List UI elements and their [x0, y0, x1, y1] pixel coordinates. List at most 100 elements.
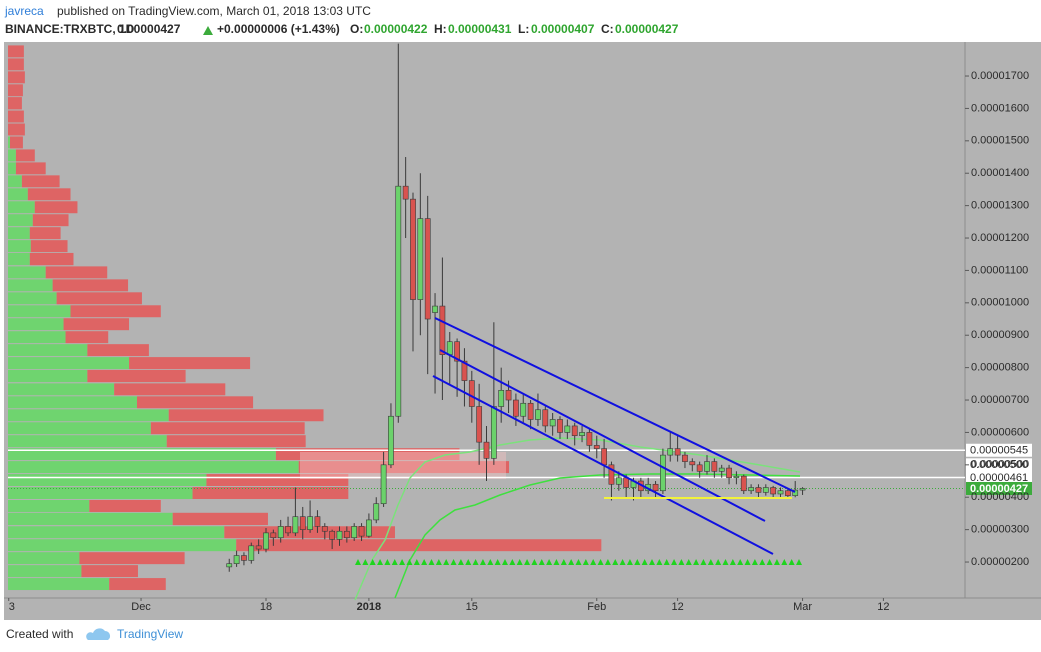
y-tick-label: 0.00000700	[971, 394, 1029, 406]
volume-down	[8, 97, 22, 110]
volume-up	[8, 448, 276, 461]
candle-body	[476, 406, 483, 443]
volume-down	[29, 252, 74, 266]
volume-down	[45, 266, 108, 279]
y-tick-label: 0.00000500	[971, 459, 1029, 471]
candle-body	[571, 425, 578, 436]
volume-up	[8, 162, 16, 175]
signal-marker	[538, 559, 545, 565]
volume-up	[8, 214, 33, 227]
volume-up	[8, 383, 115, 396]
signal-marker	[384, 559, 391, 565]
signal-marker	[421, 559, 428, 565]
candle-body	[483, 441, 490, 459]
signal-marker	[524, 559, 531, 565]
signal-marker	[516, 559, 523, 565]
volume-down	[109, 578, 166, 591]
signal-marker	[722, 559, 729, 565]
volume-up	[8, 266, 46, 279]
y-tick-label: 0.00001500	[971, 135, 1029, 147]
y-tick-label: 0.00000900	[971, 329, 1029, 341]
signal-marker	[729, 559, 736, 565]
x-tick-label: 12	[877, 601, 889, 613]
trend-line	[432, 375, 774, 555]
candle-body	[366, 519, 372, 537]
signal-marker	[399, 559, 406, 565]
signal-marker	[641, 559, 648, 565]
candle-body	[498, 390, 505, 407]
candle-body	[593, 445, 600, 449]
signal-marker	[457, 559, 464, 565]
candle-body	[608, 464, 615, 485]
signal-marker	[406, 559, 413, 565]
candle-body	[270, 532, 277, 539]
candle-body	[792, 489, 799, 496]
volume-down	[8, 110, 24, 123]
volume-down	[56, 292, 142, 305]
x-tick-label: 2018	[357, 601, 381, 613]
volume-up	[8, 487, 193, 500]
candle-body	[799, 488, 806, 491]
volume-up	[8, 292, 57, 305]
ohlc-label: H:	[434, 22, 447, 36]
value-area	[300, 452, 506, 479]
candle-body	[652, 483, 659, 492]
volume-down	[168, 409, 324, 422]
volume-down	[81, 565, 138, 578]
brand-link[interactable]: TradingView	[117, 627, 183, 641]
signal-marker	[796, 559, 802, 565]
candle-body	[424, 218, 431, 320]
candle-body	[542, 409, 549, 427]
volume-up	[8, 240, 31, 253]
candle-body	[343, 530, 350, 539]
volume-down	[166, 435, 306, 448]
candle-body	[380, 464, 387, 505]
volume-down	[27, 188, 71, 201]
signal-marker	[788, 559, 795, 565]
volume-down	[8, 71, 25, 84]
signal-marker	[626, 559, 633, 565]
candle-body	[395, 185, 402, 417]
candle-body	[674, 448, 681, 456]
signal-marker	[391, 559, 398, 565]
volume-up	[8, 512, 173, 526]
candle-body	[263, 532, 269, 550]
price-label-box	[966, 458, 1032, 472]
y-tick-label: 0.00000300	[971, 524, 1029, 536]
x-tick-label: 12	[671, 601, 683, 613]
candle-body	[285, 526, 291, 534]
candle-body	[748, 487, 754, 492]
signal-marker	[604, 559, 611, 565]
volume-up	[8, 539, 237, 552]
candle-body	[762, 487, 769, 493]
candle-body	[586, 432, 593, 446]
volume-down	[136, 396, 254, 409]
signal-marker	[553, 559, 560, 565]
candle-body	[277, 526, 284, 539]
y-tick-label: 0.00001700	[971, 70, 1029, 82]
signal-marker	[678, 559, 685, 565]
signal-marker	[413, 559, 420, 565]
candle-body	[329, 530, 336, 540]
trend-line	[434, 317, 796, 493]
candle-body	[373, 503, 380, 521]
signal-marker	[560, 559, 567, 565]
y-tick-label: 0.00001400	[971, 167, 1029, 179]
candle-body	[432, 305, 438, 313]
trend-line	[439, 349, 766, 522]
author[interactable]: javreca	[4, 4, 44, 18]
ohlc-label: O:	[350, 22, 363, 36]
x-tick-label: Feb	[587, 601, 606, 613]
candle-body	[784, 490, 791, 496]
signal-marker	[700, 559, 707, 565]
volume-up	[8, 357, 130, 370]
signal-marker	[715, 559, 722, 565]
candle-body	[233, 555, 240, 564]
signal-marker	[737, 559, 744, 565]
signal-marker	[751, 559, 758, 565]
signal-marker	[428, 559, 435, 565]
candle-body	[226, 563, 233, 568]
volume-up	[8, 578, 110, 591]
volume-down	[275, 448, 460, 461]
candle-body	[549, 419, 556, 427]
